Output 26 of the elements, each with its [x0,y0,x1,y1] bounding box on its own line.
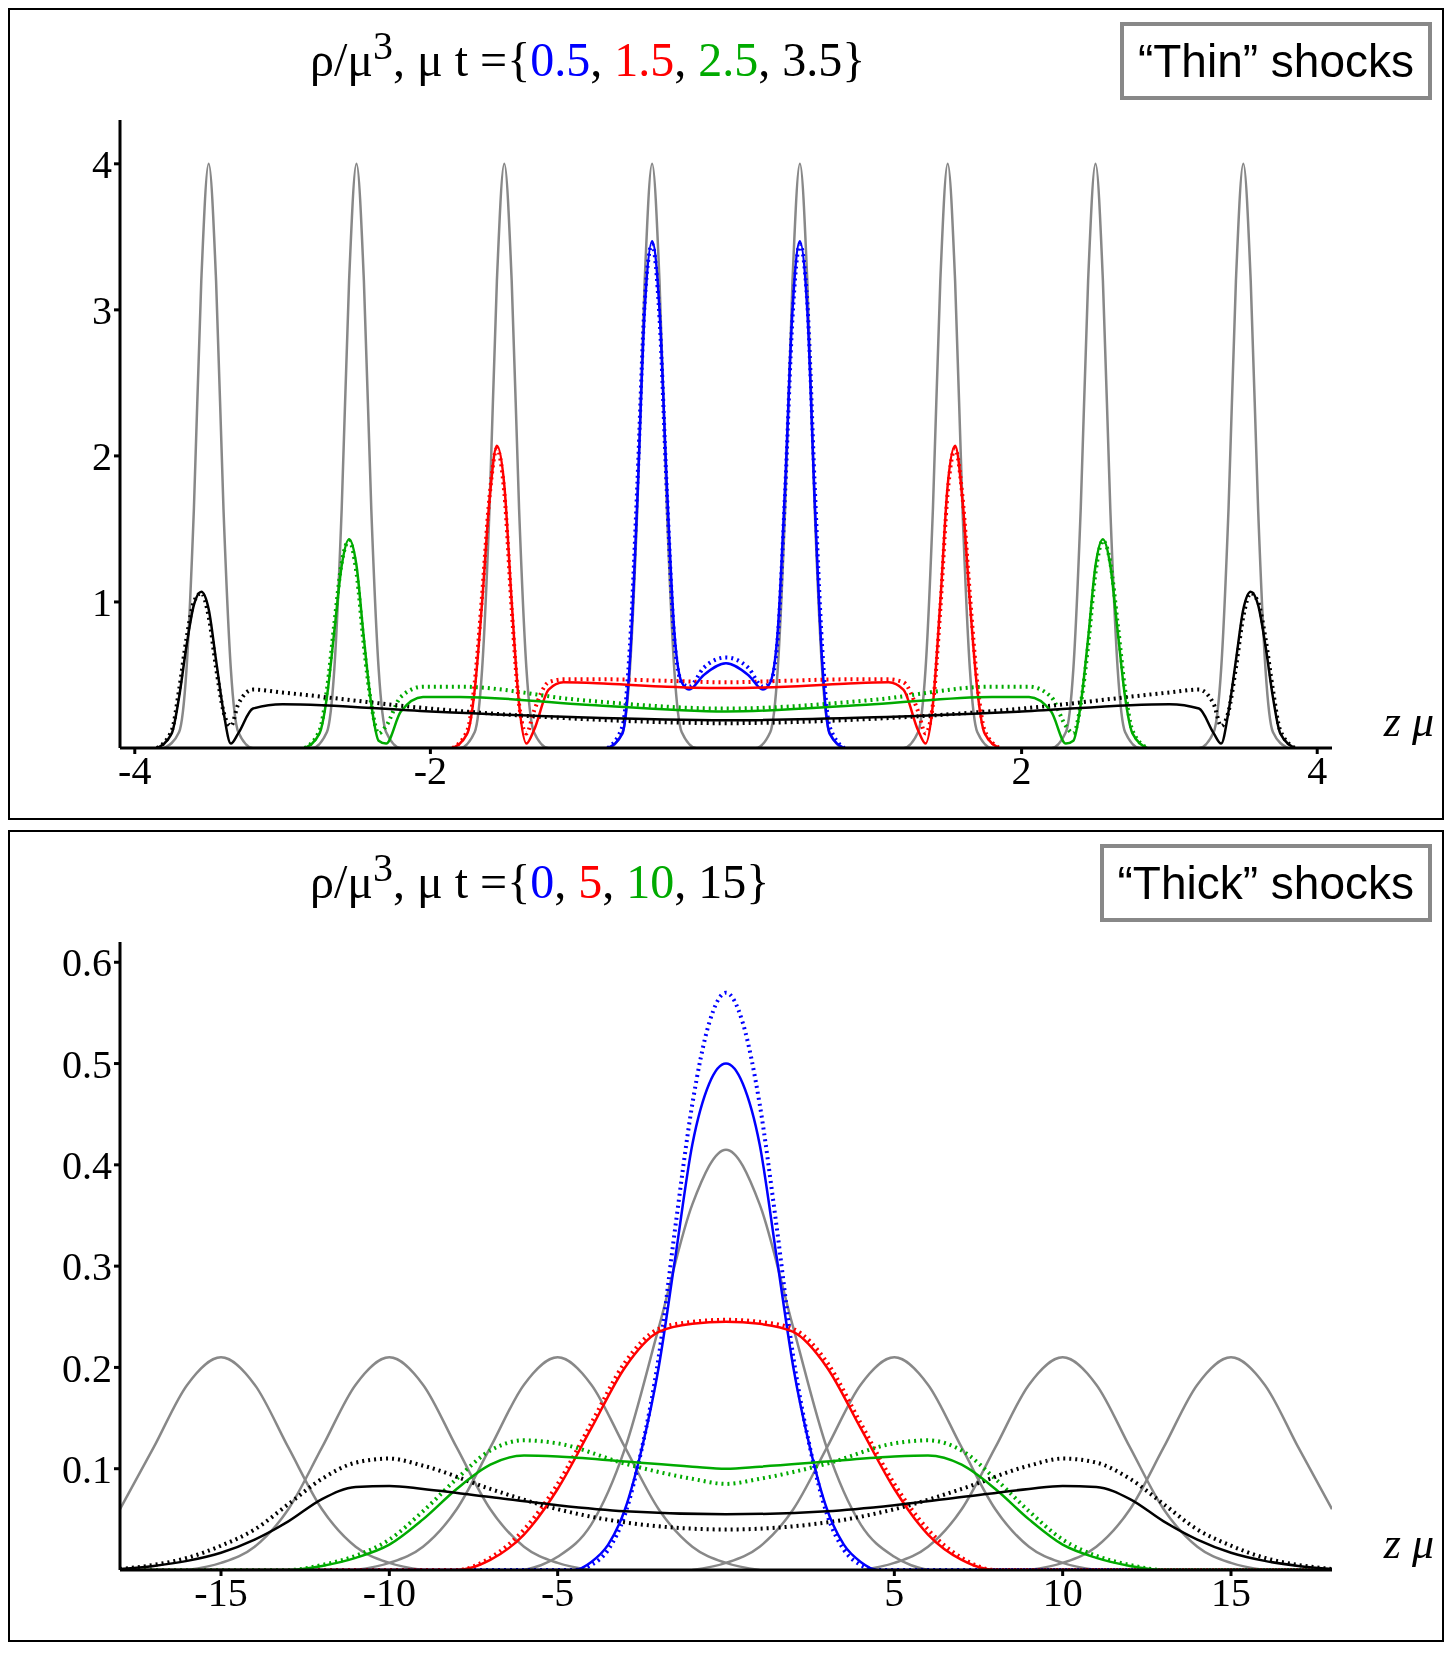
x-tick-label: 15 [1211,1570,1251,1616]
text: “Thick” shocks [1099,844,1432,922]
y-tick-label: 0.2 [62,1345,112,1391]
x-tick-label: 4 [1307,748,1328,794]
x-tick-label: 5 [884,1570,905,1616]
y-tick-label: 0.6 [62,940,112,986]
x-axis-title: z μ [1383,696,1434,747]
y-tick-label: 4 [92,142,112,188]
x-tick-label: -15 [194,1570,248,1616]
x-tick-label: 2 [1011,748,1032,794]
x-tick-label: -5 [541,1570,575,1616]
chart-title: ρ/μ$^{3}$, μ t ={0, 5, 10, 15} [310,845,770,908]
x-tick-label: -4 [118,748,152,794]
x-tick-label: -2 [413,748,448,794]
y-tick-label: 0.5 [62,1041,112,1087]
chart-title: ρ/μ$^{3}$, μ t ={0.5, 1.5, 2.5, 3.5} [310,23,866,86]
x-tick-label: 10 [1042,1570,1083,1616]
text: “Thin” shocks [1119,22,1432,100]
y-tick-label: 3 [92,288,112,334]
y-tick-label: 0.3 [62,1244,112,1290]
x-axis-title: z μ [1383,1518,1434,1569]
y-tick-label: 0.1 [62,1446,112,1492]
x-tick-label: -10 [362,1570,416,1616]
y-tick-label: 0.4 [62,1143,112,1189]
y-tick-label: 2 [92,434,112,480]
y-tick-label: 1 [92,580,112,626]
